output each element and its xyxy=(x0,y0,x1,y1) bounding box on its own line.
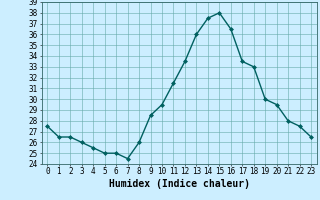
X-axis label: Humidex (Indice chaleur): Humidex (Indice chaleur) xyxy=(109,179,250,189)
